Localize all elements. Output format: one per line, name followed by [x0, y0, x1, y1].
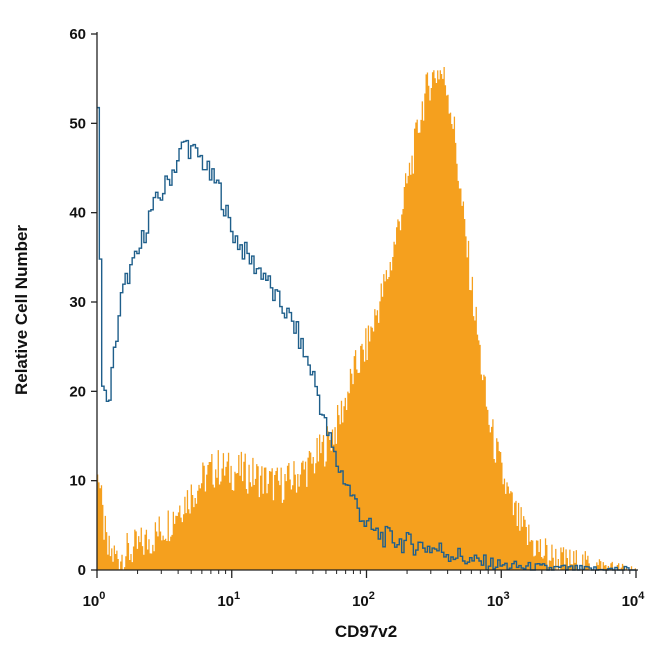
y-tick-label: 60: [69, 26, 86, 43]
y-axis-title: Relative Cell Number: [12, 225, 31, 395]
x-tick-label: 103: [487, 590, 510, 610]
y-tick-label: 30: [69, 294, 86, 311]
x-tick-label: 101: [217, 590, 240, 610]
x-tick-label: 102: [352, 590, 375, 610]
y-tick-label: 10: [69, 473, 86, 490]
histogram-filled-series: [97, 66, 636, 571]
histogram-outline-series: [97, 106, 636, 571]
series-layer: [97, 66, 636, 571]
y-tick-label: 0: [78, 562, 86, 579]
x-axis-title: CD97v2: [335, 622, 397, 641]
axes-layer: [91, 32, 638, 578]
y-tick-label: 20: [69, 383, 86, 400]
x-tick-label: 100: [83, 590, 106, 610]
y-tick-label: 40: [69, 205, 86, 222]
tick-labels-layer: 0 10 20 30 40 50 60 100 101 102 103 104: [69, 26, 645, 610]
x-tick-label: 104: [622, 590, 646, 610]
y-tick-label: 50: [69, 115, 86, 132]
